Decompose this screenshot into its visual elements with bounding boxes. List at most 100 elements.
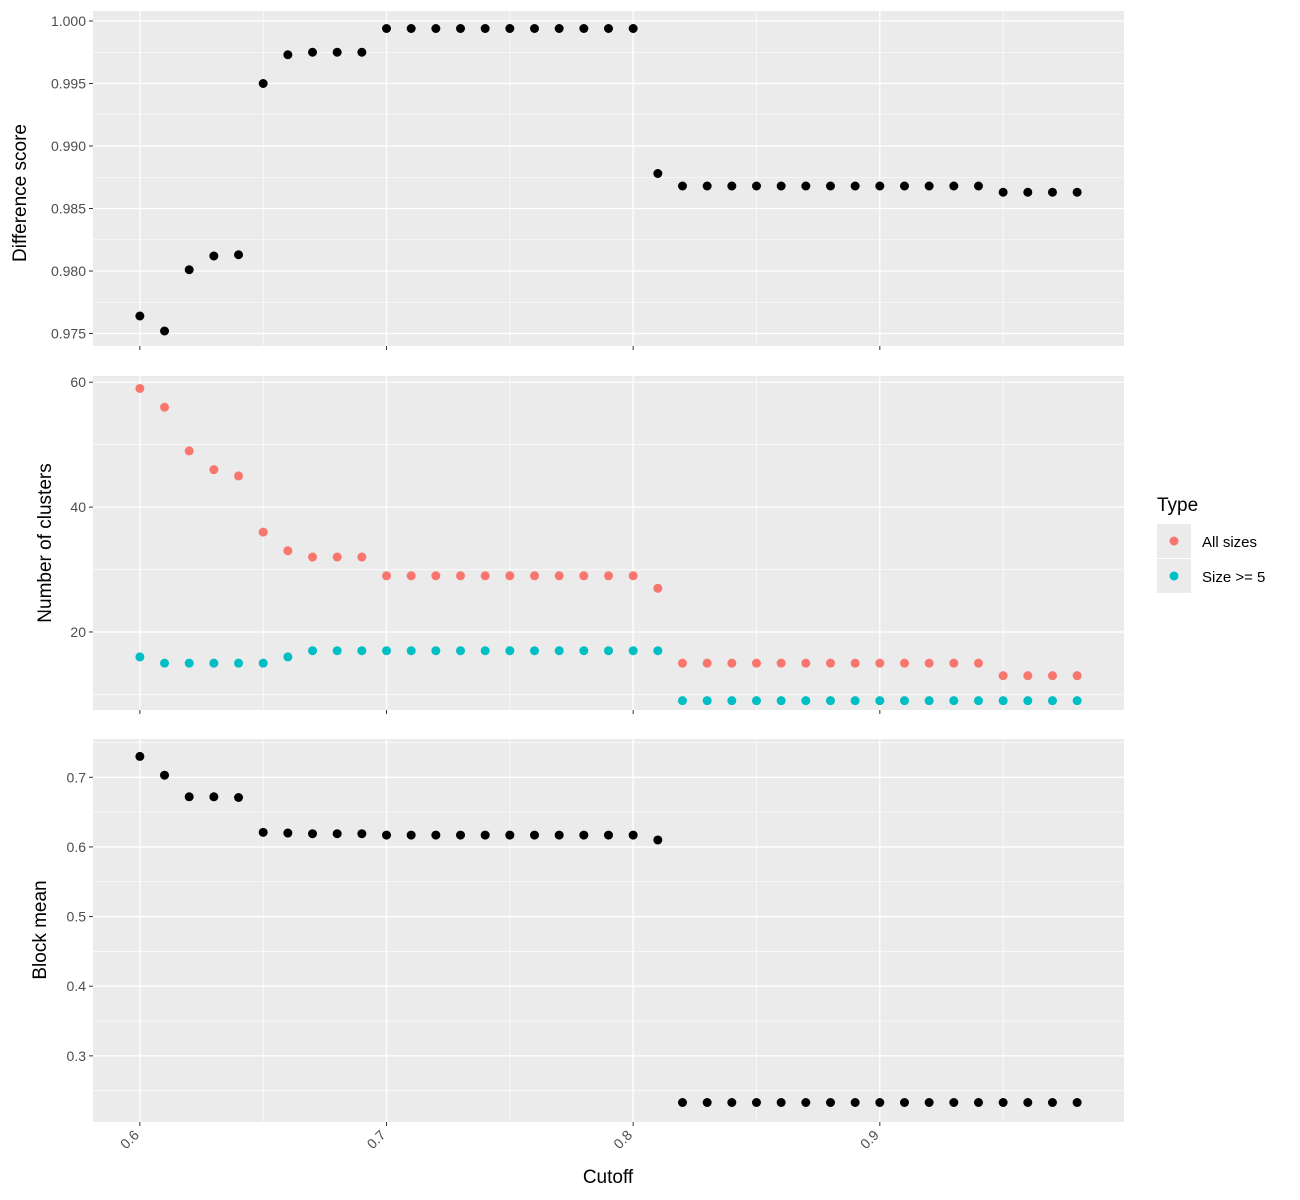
data-point — [357, 552, 367, 562]
data-point — [480, 571, 490, 581]
data-point — [332, 829, 342, 839]
data-point — [899, 1098, 909, 1108]
data-point — [258, 658, 268, 668]
data-point — [924, 658, 934, 668]
y-tick-label: 0.3 — [67, 1048, 87, 1064]
data-point — [431, 571, 441, 581]
x-tick-label: 0.9 — [857, 1127, 882, 1152]
data-point — [653, 169, 663, 178]
data-point — [825, 658, 835, 668]
data-point — [431, 646, 441, 656]
y-tick-label: 0.975 — [51, 326, 86, 342]
data-point — [850, 696, 860, 706]
legend-label-all-sizes: All sizes — [1202, 534, 1257, 551]
data-point — [727, 181, 737, 191]
y-tick-label: 0.990 — [51, 138, 86, 154]
data-point — [283, 828, 293, 838]
data-point — [776, 696, 786, 706]
data-point — [480, 24, 490, 33]
data-point — [209, 792, 219, 802]
data-point — [1023, 671, 1033, 681]
data-point — [184, 446, 194, 456]
y-tick-label: 0.980 — [51, 263, 86, 279]
data-point — [308, 646, 318, 656]
data-point — [554, 830, 564, 840]
data-point — [382, 24, 392, 33]
data-point — [382, 646, 392, 656]
data-point — [456, 830, 466, 840]
data-point — [604, 571, 613, 581]
x-axis-title: Cutoff — [583, 1167, 634, 1188]
data-point — [1047, 1098, 1057, 1108]
data-point — [382, 571, 392, 581]
data-point — [579, 571, 589, 581]
data-point — [209, 251, 219, 261]
data-point — [628, 830, 638, 840]
block-mean-panel: 0.3 0.4 0.5 0.6 0.7 0.6 0.7 0.8 0.9 — [67, 739, 1124, 1152]
y-axis-title-number-of-clusters: Number of clusters — [35, 463, 56, 622]
data-point — [801, 1098, 811, 1108]
data-point — [949, 658, 959, 668]
data-point — [258, 79, 268, 88]
data-point — [357, 47, 367, 57]
data-point — [184, 792, 194, 802]
data-point — [184, 658, 194, 668]
data-point — [554, 646, 564, 656]
data-point — [801, 658, 811, 668]
data-point — [505, 830, 515, 840]
data-point — [1047, 696, 1057, 706]
data-point — [382, 830, 392, 840]
data-point — [530, 646, 540, 656]
data-point — [973, 696, 983, 706]
data-point — [825, 181, 835, 191]
data-point — [825, 1098, 835, 1108]
data-point — [973, 1098, 983, 1108]
data-point — [998, 1098, 1008, 1108]
data-point — [998, 696, 1008, 706]
data-point — [924, 1098, 934, 1108]
x-tick-label: 0.7 — [364, 1127, 389, 1152]
data-point — [258, 827, 268, 837]
panel-background — [93, 376, 1124, 710]
data-point — [702, 696, 712, 706]
data-point — [456, 571, 466, 581]
legend-key-all-sizes — [1169, 536, 1179, 546]
data-point — [530, 830, 540, 840]
x-tick-label: 0.8 — [610, 1127, 635, 1152]
data-point — [924, 181, 934, 191]
data-point — [1047, 671, 1057, 681]
data-point — [579, 830, 589, 840]
data-point — [801, 696, 811, 706]
data-point — [332, 552, 342, 562]
data-point — [332, 47, 342, 57]
y-tick-label: 60 — [70, 374, 86, 390]
data-point — [973, 658, 983, 668]
data-point — [308, 47, 318, 57]
data-point — [308, 829, 318, 839]
y-tick-label: 1.000 — [51, 13, 86, 29]
data-point — [751, 1098, 761, 1108]
data-point — [1072, 671, 1082, 681]
y-tick-label: 20 — [70, 624, 86, 640]
data-point — [604, 24, 613, 33]
data-point — [702, 1098, 712, 1108]
data-point — [899, 658, 909, 668]
legend: Type All sizes Size >= 5 — [1157, 495, 1265, 593]
data-point — [1072, 187, 1082, 197]
y-tick-label: 0.6 — [67, 839, 87, 855]
data-point — [1047, 187, 1057, 197]
data-point — [998, 187, 1008, 197]
data-point — [579, 646, 589, 656]
data-point — [160, 326, 170, 336]
data-point — [973, 181, 983, 191]
data-point — [727, 696, 737, 706]
data-point — [480, 646, 490, 656]
data-point — [530, 24, 540, 33]
data-point — [727, 658, 737, 668]
data-point — [1072, 1098, 1082, 1108]
data-point — [332, 646, 342, 656]
y-tick-label: 0.4 — [67, 978, 87, 994]
data-point — [431, 830, 441, 840]
data-point — [899, 696, 909, 706]
data-point — [283, 652, 293, 662]
